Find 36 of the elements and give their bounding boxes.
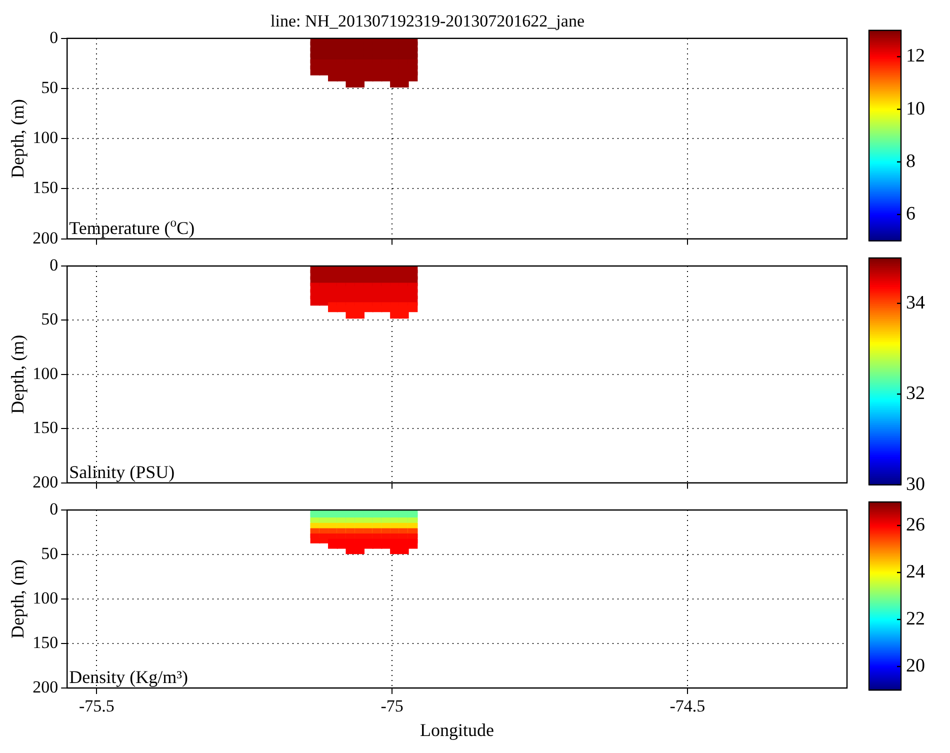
x-tick-label: -75 bbox=[380, 696, 404, 716]
y-axis-title: Depth, (m) bbox=[8, 334, 28, 414]
annotation: Density (Kg/m³) bbox=[69, 667, 188, 687]
color-bar-label: 32 bbox=[906, 383, 925, 404]
annotation: Salinity (PSU) bbox=[69, 462, 175, 482]
y-tick-label: 150 bbox=[32, 178, 58, 198]
y-tick-label: 200 bbox=[32, 472, 58, 492]
color-bar-label: 26 bbox=[906, 514, 925, 536]
y-tick-label: 50 bbox=[41, 78, 58, 97]
x-axis-title: Longitude bbox=[420, 720, 494, 740]
y-tick-label: 200 bbox=[32, 228, 58, 248]
y-tick-label: 0 bbox=[50, 28, 58, 47]
color-bar-label: 12 bbox=[906, 46, 925, 67]
x-tick-label: -74.5 bbox=[670, 696, 706, 716]
chart-title: line: NH_201307192319-201307201622_jane bbox=[270, 12, 584, 31]
color-bar-label: 20 bbox=[906, 655, 925, 676]
color-bar-label: 24 bbox=[906, 561, 926, 582]
y-tick-label: 150 bbox=[32, 632, 58, 652]
y-tick-label: 50 bbox=[41, 544, 58, 563]
y-tick-label: 0 bbox=[50, 499, 58, 518]
color-bar-label: 6 bbox=[906, 203, 916, 224]
y-tick-label: 100 bbox=[32, 128, 58, 148]
y-axis-title: Depth, (m) bbox=[8, 99, 28, 178]
color-bar-label: 30 bbox=[906, 474, 925, 495]
y-tick-label: 100 bbox=[32, 364, 58, 383]
color-bar-label: 10 bbox=[906, 98, 925, 120]
y-tick-label: 0 bbox=[50, 255, 58, 274]
y-tick-label: 100 bbox=[32, 588, 58, 608]
color-bar-label: 8 bbox=[906, 150, 916, 172]
x-tick-label: -75.5 bbox=[78, 696, 114, 716]
y-axis-title: Depth, (m) bbox=[8, 560, 28, 638]
color-bar-label: 22 bbox=[906, 608, 925, 630]
y-tick-label: 50 bbox=[41, 310, 58, 329]
y-tick-label: 150 bbox=[32, 418, 58, 438]
y-tick-label: 200 bbox=[32, 677, 58, 696]
color-bar-label: 34 bbox=[906, 292, 926, 314]
